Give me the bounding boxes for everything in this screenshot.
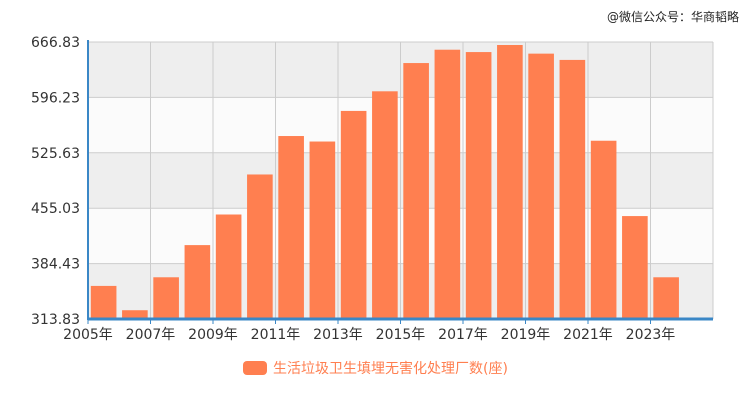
legend-swatch xyxy=(243,361,268,375)
bar xyxy=(528,53,554,319)
bar xyxy=(309,141,336,319)
bar xyxy=(372,91,398,320)
legend-item[interactable]: 生活垃圾卫生填埋无害化处理厂数(座) xyxy=(243,358,508,378)
y-tick-label: 596.23 xyxy=(31,90,80,106)
bar xyxy=(622,216,648,319)
x-tick-label: 2021年 xyxy=(563,327,613,343)
bar xyxy=(590,140,617,319)
x-tick-label: 2009年 xyxy=(188,327,238,343)
y-tick-label: 666.83 xyxy=(31,35,80,51)
bar xyxy=(153,277,179,319)
bar xyxy=(653,277,679,319)
y-tick-label: 313.83 xyxy=(31,312,80,328)
bar xyxy=(465,52,492,319)
bar xyxy=(434,49,461,320)
bar-chart: 313.83 384.43 455.03 525.63 596.23 666.83 2005… xyxy=(31,35,714,343)
bar xyxy=(340,110,367,319)
legend-label: 生活垃圾卫生填埋无害化处理厂数(座) xyxy=(273,361,508,377)
x-tick-label: 2007年 xyxy=(126,327,176,343)
watermark: @微信公众号：华商韬略 xyxy=(606,10,739,24)
bar xyxy=(278,136,304,319)
x-tick-label: 2019年 xyxy=(501,327,551,343)
x-tick-label: 2015年 xyxy=(376,327,426,343)
bar xyxy=(215,214,242,319)
y-tick-label: 455.03 xyxy=(31,201,80,217)
y-tick-label: 384.43 xyxy=(31,257,80,273)
bar xyxy=(184,245,211,319)
bar xyxy=(90,285,117,319)
x-tick-label: 2017年 xyxy=(438,327,488,343)
x-tick-label: 2011年 xyxy=(251,327,301,343)
bar xyxy=(497,45,523,320)
y-tick-label: 525.63 xyxy=(31,146,80,162)
x-tick-label: 2005年 xyxy=(63,327,113,343)
bar xyxy=(122,310,148,319)
x-tick-label: 2023年 xyxy=(626,327,676,343)
bar xyxy=(559,59,586,319)
bar xyxy=(247,174,273,319)
bar xyxy=(403,63,429,319)
x-tick-label: 2013年 xyxy=(313,327,363,343)
legend: 生活垃圾卫生填埋无害化处理厂数(座) xyxy=(0,358,751,379)
